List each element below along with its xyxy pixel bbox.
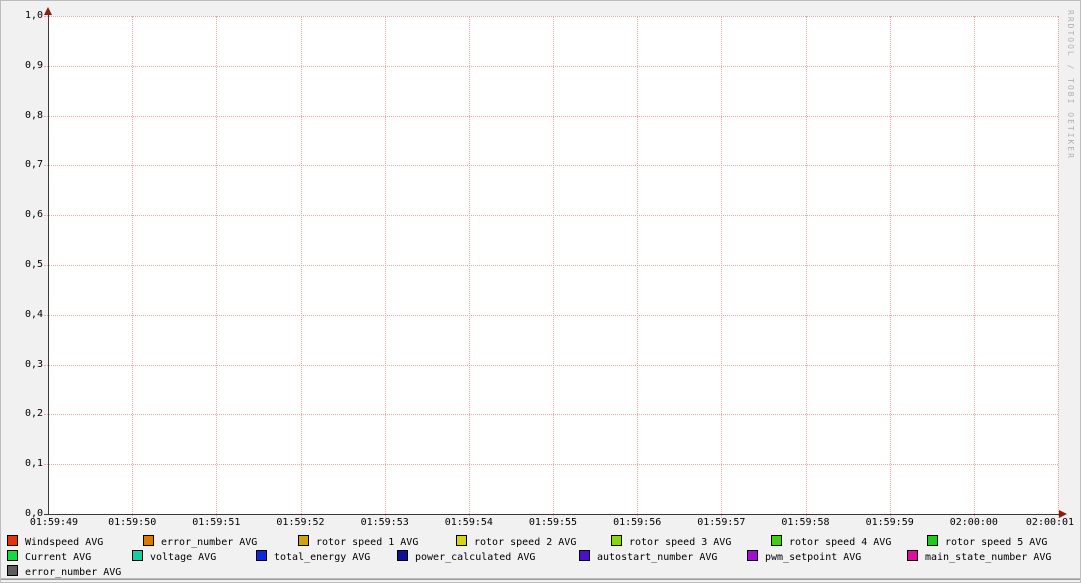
x-tick-label: 01:59:52 <box>276 517 325 528</box>
legend-swatch-icon <box>256 550 267 561</box>
legend-item: rotor speed 5 AVG <box>927 535 1047 548</box>
legend-label: error_number AVG <box>161 537 258 548</box>
legend-label: rotor speed 2 AVG <box>474 537 577 548</box>
legend-swatch-icon <box>7 550 18 561</box>
legend-item: Current AVG <box>7 550 91 563</box>
bottom-edge-divider <box>1 578 1080 580</box>
x-tick-label: 01:59:53 <box>360 517 409 528</box>
legend-swatch-icon <box>927 535 938 546</box>
legend-swatch-icon <box>456 535 467 546</box>
h-gridline <box>44 165 1058 167</box>
y-tick-label: 0,8 <box>24 109 43 121</box>
watermark: RRDTOOL / TOBI OETIKER <box>1066 10 1075 160</box>
legend-label: voltage AVG <box>150 552 217 563</box>
v-gridline <box>132 16 134 518</box>
legend-label: main_state_number AVG <box>925 552 1052 563</box>
legend-swatch-icon <box>7 535 18 546</box>
legend-swatch-icon <box>397 550 408 561</box>
legend-label: rotor speed 1 AVG <box>316 537 419 548</box>
v-gridline <box>637 16 639 518</box>
legend-item: total_energy AVG <box>256 550 370 563</box>
h-gridline <box>44 364 1058 366</box>
x-tick-label: 01:59:51 <box>192 517 241 528</box>
y-tick-label: 0,6 <box>24 209 43 221</box>
x-tick-label: 01:59:59 <box>865 517 914 528</box>
legend-label: power_calculated AVG <box>415 552 536 563</box>
h-gridline <box>44 464 1058 466</box>
v-gridline <box>553 16 554 518</box>
x-axis-arrow-icon <box>1059 510 1067 518</box>
h-gridline <box>44 414 1058 416</box>
v-gridline <box>216 16 218 518</box>
x-tick-label: 01:59:49 <box>29 517 79 528</box>
legend-item: Windspeed AVG <box>7 535 103 548</box>
legend-swatch-icon <box>579 550 590 561</box>
v-gridline <box>973 16 975 518</box>
legend-label: rotor speed 5 AVG <box>945 537 1048 548</box>
y-tick-label: 0,9 <box>24 59 43 71</box>
v-gridline <box>300 16 302 518</box>
x-tick-label: 02:00:00 <box>949 517 998 528</box>
x-tick-label: 02:00:01 <box>1025 517 1075 528</box>
legend-label: rotor speed 3 AVG <box>629 537 732 548</box>
y-tick-label: 0,7 <box>24 159 43 171</box>
y-tick-label: 0,2 <box>24 408 43 420</box>
v-gridline <box>805 16 807 518</box>
y-tick-label: 0,4 <box>24 308 43 320</box>
legend-item: main_state_number AVG <box>907 550 1051 563</box>
legend-swatch-icon <box>132 550 143 561</box>
h-gridline <box>44 16 1058 17</box>
x-tick-label: 01:59:50 <box>108 517 157 528</box>
h-gridline <box>44 265 1058 266</box>
h-gridline <box>44 314 1058 316</box>
h-gridline <box>44 65 1058 67</box>
y-tick-label: 0,0 <box>24 508 43 519</box>
legend-label: Windspeed AVG <box>25 537 104 548</box>
legend-label: rotor speed 4 AVG <box>789 537 892 548</box>
legend-item: autostart_number AVG <box>579 550 717 563</box>
legend-swatch-icon <box>298 535 309 546</box>
h-gridline <box>44 115 1058 117</box>
v-gridline <box>721 16 723 518</box>
legend-swatch-icon <box>747 550 758 561</box>
legend-swatch-icon <box>143 535 154 546</box>
y-tick-label: 0,3 <box>24 358 43 370</box>
legend-item: rotor speed 4 AVG <box>771 535 891 548</box>
legend-swatch-icon <box>611 535 622 546</box>
legend-item: rotor speed 1 AVG <box>298 535 418 548</box>
y-axis-arrow-icon <box>44 7 52 15</box>
x-axis <box>44 514 1060 515</box>
legend-swatch-icon <box>7 565 18 576</box>
legend-swatch-icon <box>771 535 782 546</box>
legend-item: voltage AVG <box>132 550 216 563</box>
x-tick-label: 01:59:54 <box>444 517 493 528</box>
legend-item: rotor speed 3 AVG <box>611 535 731 548</box>
legend-swatch-icon <box>907 550 918 561</box>
x-tick-label: 01:59:57 <box>697 517 746 528</box>
y-tick-label: 0,5 <box>24 259 43 270</box>
v-gridline <box>889 16 891 518</box>
y-axis <box>48 11 49 515</box>
legend-label: autostart_number AVG <box>597 552 718 563</box>
legend-item: error_number AVG <box>7 565 121 578</box>
x-tick-label: 01:59:58 <box>781 517 830 528</box>
legend-label: Current AVG <box>25 552 92 563</box>
x-tick-label: 01:59:55 <box>528 517 578 528</box>
h-gridline <box>44 215 1058 217</box>
legend-item: error_number AVG <box>143 535 257 548</box>
x-tick-label: 01:59:56 <box>613 517 662 528</box>
v-gridline <box>384 16 386 518</box>
y-tick-label: 0,1 <box>24 458 43 470</box>
v-gridline <box>468 16 470 518</box>
legend-item: power_calculated AVG <box>397 550 535 563</box>
y-tick-label: 1,0 <box>24 10 43 21</box>
legend-item: rotor speed 2 AVG <box>456 535 576 548</box>
v-gridline <box>1058 16 1059 518</box>
legend-label: total_energy AVG <box>274 552 371 563</box>
legend-item: pwm_setpoint AVG <box>747 550 861 563</box>
legend-label: error_number AVG <box>25 567 122 578</box>
legend-label: pwm_setpoint AVG <box>765 552 862 563</box>
